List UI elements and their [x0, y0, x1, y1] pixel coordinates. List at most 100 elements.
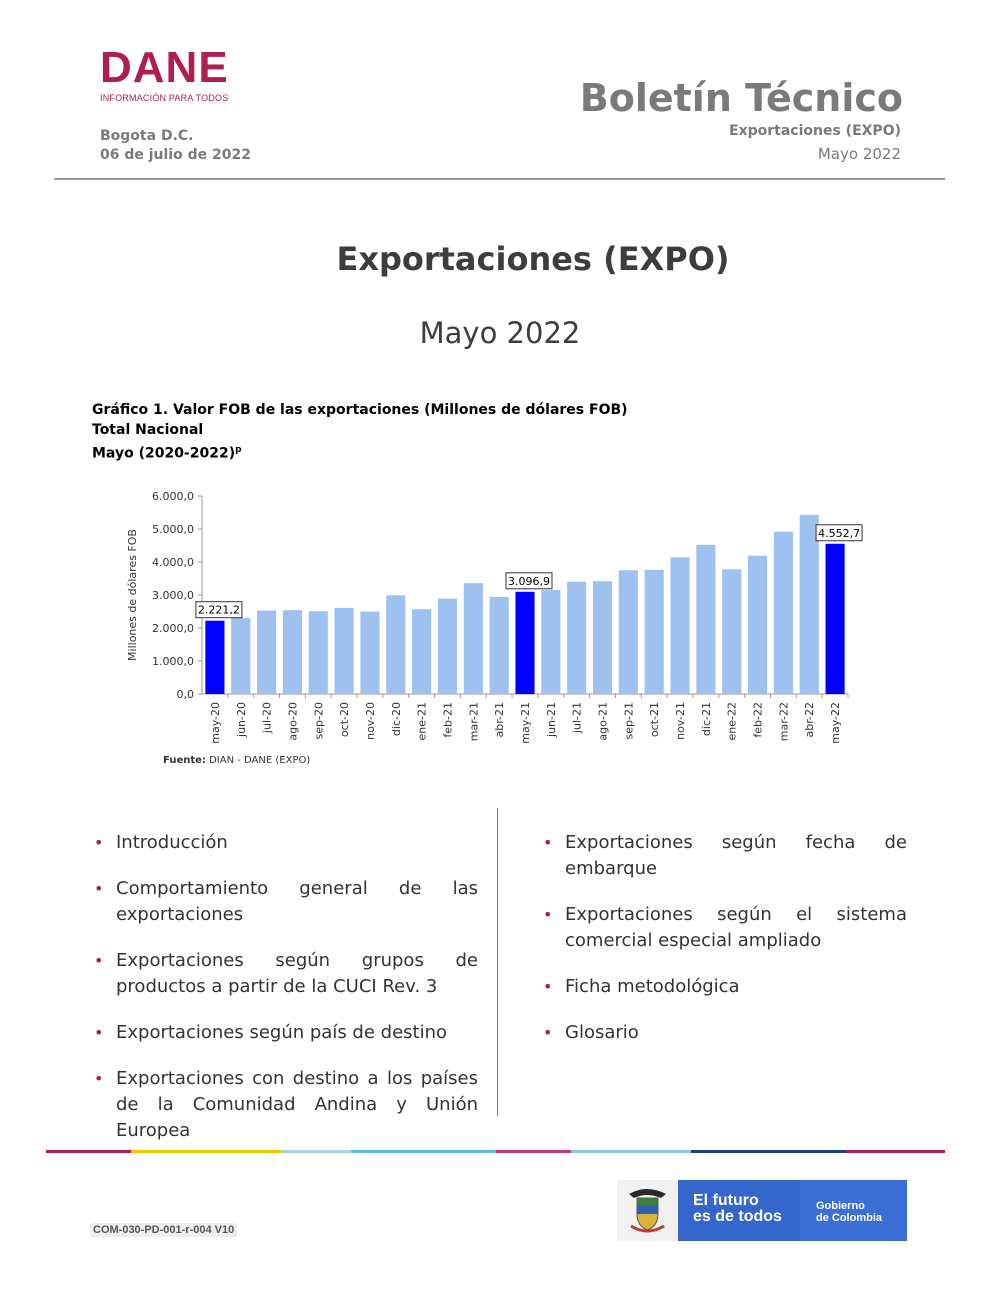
chart-source: Fuente: DIAN - DANE (EXPO) [163, 755, 310, 766]
x-tick-label: mar-22 [777, 702, 790, 741]
contents-item: • Introducción [92, 830, 478, 856]
bullet-icon: • [543, 833, 553, 852]
bar-may-22 [825, 543, 845, 694]
chart-caption-sup: p [235, 445, 242, 455]
y-tick-label: 1.000,0 [152, 655, 194, 668]
bulletin-subject: Exportaciones (EXPO) [729, 123, 901, 139]
contents-right-column: • Exportaciones según fecha de embarque • E… [541, 830, 907, 1066]
contents-item: • Exportaciones según el sistema comercia… [541, 902, 907, 954]
x-tick-label: oct-20 [338, 702, 351, 737]
x-tick-label: sep-20 [312, 702, 325, 739]
bullet-icon: • [94, 1069, 104, 1088]
x-tick-label: ene-22 [726, 702, 739, 740]
contents-item: • Ficha metodológica [541, 974, 907, 1000]
page-title: Exportaciones (EXPO) [336, 240, 730, 278]
footer-line-segment [46, 1150, 131, 1153]
x-tick-label: jun-20 [235, 702, 248, 738]
contents-left-column: • Introducción • Comportamiento general de … [92, 830, 478, 1164]
contents-item-label: Exportaciones según el sistema comercial… [565, 904, 907, 951]
contents-item: • Exportaciones según país de destino [92, 1020, 478, 1046]
header-divider [54, 178, 945, 180]
data-label-box [815, 524, 863, 542]
page-period: Mayo 2022 [419, 316, 581, 350]
y-tick-label: 3.000,0 [152, 589, 194, 602]
date-label: 06 de julio de 2022 [100, 147, 251, 163]
data-label-box [505, 572, 553, 590]
bullet-icon: • [543, 905, 553, 924]
x-tick-label: ago-20 [286, 702, 299, 741]
contents-item-label: Exportaciones según fecha de embarque [565, 832, 907, 879]
x-tick-label: may-21 [519, 702, 532, 744]
bar-feb-21 [437, 598, 458, 694]
x-tick-label: oct-21 [648, 702, 661, 737]
x-tick-label: dic-21 [700, 702, 713, 736]
x-tick-label: ene-21 [416, 702, 429, 740]
bar-oct-20 [334, 607, 354, 694]
bar-jul-20 [257, 610, 277, 694]
contents-list-right: • Exportaciones según fecha de embarque • E… [541, 830, 907, 1046]
gov-name-line1: Gobierno [816, 1200, 865, 1212]
y-tick-label: 4.000,0 [152, 556, 194, 569]
y-tick-label: 5.000,0 [152, 523, 194, 536]
bar-ago-20 [282, 610, 303, 694]
footer-line-segment [131, 1150, 281, 1153]
bar-ago-21 [592, 581, 613, 694]
dane-logo: DANE [100, 43, 229, 92]
y-axis-label: Millones de dólares FOB [126, 529, 139, 661]
bullet-icon: • [94, 951, 104, 970]
coat-of-arms-icon [617, 1180, 678, 1241]
contents-item: • Exportaciones según fecha de embarque [541, 830, 907, 882]
contents-item: • Glosario [541, 1020, 907, 1046]
x-tick-label: abr-21 [493, 702, 506, 738]
x-tick-label: abr-22 [803, 702, 816, 738]
footer-line-segment [496, 1150, 571, 1153]
y-tick-label: 2.000,0 [152, 622, 194, 635]
source-label: Fuente: [163, 755, 206, 766]
bar-dic-21 [696, 544, 716, 694]
chart-caption-line3: Mayo (2020-2022) [92, 445, 236, 462]
contents-list-left: • Introducción • Comportamiento general de … [92, 830, 478, 1144]
x-tick-label: jul-21 [571, 702, 584, 734]
footer-color-line [46, 1150, 945, 1153]
footer-line-segment [846, 1150, 945, 1153]
x-tick-label: nov-21 [674, 702, 687, 740]
government-logo: El futuro es de todos Gobierno de Colombia [617, 1180, 907, 1241]
bullet-icon: • [543, 977, 553, 996]
bar-mar-21 [463, 583, 483, 694]
contents-item-label: Exportaciones según grupos de productos … [116, 950, 478, 997]
chart-caption-line1: Gráfico 1. Valor FOB de las exportacione… [92, 402, 628, 418]
bar-ene-21 [412, 609, 432, 694]
data-label: 4.552,7 [818, 527, 860, 540]
gov-name-block: Gobierno de Colombia [800, 1180, 907, 1241]
gov-name: Gobierno de Colombia [816, 1200, 882, 1224]
x-tick-label: dic-20 [390, 702, 403, 736]
data-label: 3.096,9 [508, 575, 550, 588]
x-tick-label: feb-21 [441, 702, 454, 738]
bar-feb-22 [747, 555, 768, 694]
footer-line-segment [281, 1150, 351, 1153]
contents-item-label: Comportamiento general de las exportacio… [116, 878, 478, 925]
city-label: Bogota D.C. [100, 128, 194, 144]
bullet-icon: • [94, 1023, 104, 1042]
x-tick-label: may-20 [209, 702, 222, 744]
bullet-icon: • [94, 833, 104, 852]
x-tick-label: jun-21 [545, 702, 558, 738]
footer-line-segment [691, 1150, 846, 1153]
contents-item-label: Glosario [565, 1022, 639, 1043]
bar-jun-21 [541, 590, 561, 694]
contents-item-label: Ficha metodológica [565, 976, 740, 997]
bulletin-title: Boletín Técnico [579, 76, 903, 120]
data-label-box [195, 601, 243, 619]
contents-item: • Exportaciones según grupos de productos… [92, 948, 478, 1000]
bar-oct-21 [644, 569, 664, 694]
chart-caption: Gráfico 1. Valor FOB de las exportacione… [92, 400, 628, 464]
bullet-icon: • [543, 1023, 553, 1042]
bar-jun-20 [231, 618, 251, 694]
gov-slogan-block: El futuro es de todos [678, 1180, 800, 1241]
bar-sep-20 [308, 611, 328, 694]
x-tick-label: ago-21 [597, 702, 610, 741]
bar-abr-21 [489, 596, 509, 694]
gov-slogan: El futuro es de todos [693, 1193, 782, 1225]
contents-item-label: Introducción [116, 832, 228, 853]
x-tick-label: jul-20 [261, 702, 274, 734]
